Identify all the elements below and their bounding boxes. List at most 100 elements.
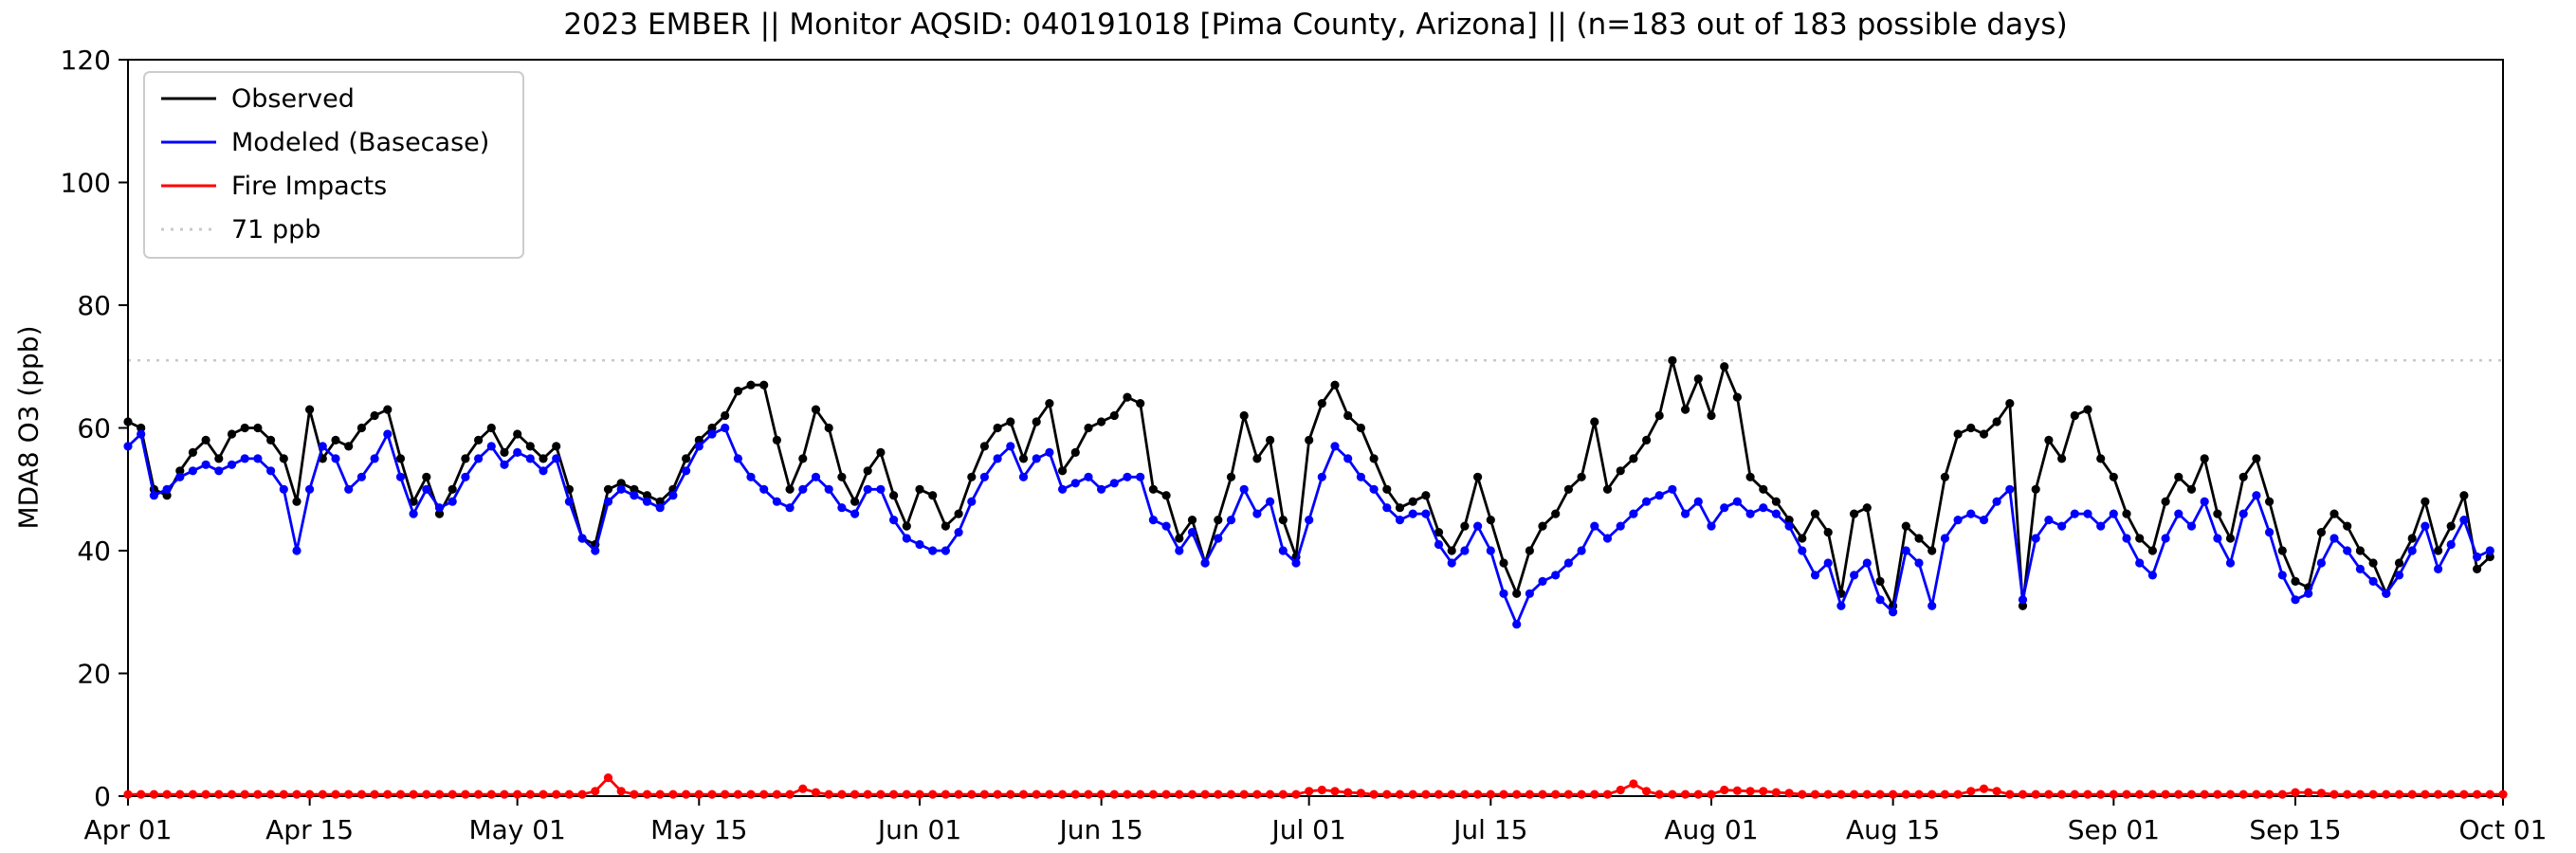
y-tick-label: 120 xyxy=(61,45,111,76)
data-point-modeled-basecase xyxy=(513,447,522,457)
data-point-observed xyxy=(2394,558,2404,568)
data-point-modeled-basecase xyxy=(1070,479,1080,488)
data-point-modeled-basecase xyxy=(1590,521,1599,531)
data-point-modeled-basecase xyxy=(2252,491,2261,500)
data-point-modeled-basecase xyxy=(577,534,587,543)
data-point-observed xyxy=(2368,558,2378,568)
data-point-modeled-basecase xyxy=(1473,521,1483,531)
data-point-modeled-basecase xyxy=(2329,534,2339,543)
data-point-fire-impacts xyxy=(603,773,613,783)
data-point-modeled-basecase xyxy=(1875,595,1885,605)
data-point-fire-impacts xyxy=(1732,786,1742,795)
data-point-fire-impacts xyxy=(707,789,717,799)
data-point-modeled-basecase xyxy=(1266,497,1275,506)
data-point-modeled-basecase xyxy=(642,497,652,506)
data-point-observed xyxy=(1992,417,2001,426)
data-point-fire-impacts xyxy=(798,784,808,793)
data-point-fire-impacts xyxy=(2355,789,2365,799)
data-point-fire-impacts xyxy=(694,789,703,799)
data-point-fire-impacts xyxy=(2005,789,2015,799)
data-point-observed xyxy=(1214,516,1223,525)
data-point-fire-impacts xyxy=(1226,789,1236,799)
data-point-fire-impacts xyxy=(1148,789,1158,799)
data-point-fire-impacts xyxy=(513,789,522,799)
data-point-fire-impacts xyxy=(1161,789,1171,799)
data-point-fire-impacts xyxy=(1109,789,1119,799)
data-point-observed xyxy=(824,423,833,433)
data-point-observed xyxy=(941,521,951,531)
data-point-observed xyxy=(1161,491,1171,500)
data-point-modeled-basecase xyxy=(1992,497,2001,506)
data-point-fire-impacts xyxy=(474,789,484,799)
data-point-fire-impacts xyxy=(1563,789,1573,799)
data-point-modeled-basecase xyxy=(993,454,1002,463)
data-point-observed xyxy=(1006,417,1015,426)
data-point-observed xyxy=(694,435,703,445)
data-point-modeled-basecase xyxy=(2225,558,2236,568)
data-point-fire-impacts xyxy=(1875,789,1885,799)
data-point-observed xyxy=(2174,472,2183,481)
data-point-modeled-basecase xyxy=(979,472,989,481)
data-point-observed xyxy=(1317,399,1326,408)
data-point-fire-impacts xyxy=(954,789,963,799)
data-point-modeled-basecase xyxy=(123,442,133,451)
data-point-fire-impacts xyxy=(1097,789,1106,799)
data-point-fire-impacts xyxy=(1473,789,1483,799)
data-point-modeled-basecase xyxy=(1214,534,1223,543)
data-point-modeled-basecase xyxy=(668,491,678,500)
data-point-modeled-basecase xyxy=(1408,509,1417,518)
data-point-observed xyxy=(1032,417,1041,426)
data-point-fire-impacts xyxy=(1058,789,1068,799)
data-point-modeled-basecase xyxy=(214,466,224,476)
data-point-fire-impacts xyxy=(2186,789,2197,799)
data-point-modeled-basecase xyxy=(2382,589,2391,598)
data-point-fire-impacts xyxy=(1252,789,1262,799)
data-point-fire-impacts xyxy=(552,789,561,799)
data-point-modeled-basecase xyxy=(1460,546,1470,555)
data-point-fire-impacts xyxy=(1499,789,1508,799)
data-point-modeled-basecase xyxy=(682,466,691,476)
data-point-modeled-basecase xyxy=(1681,509,1690,518)
data-point-fire-impacts xyxy=(279,789,288,799)
data-point-fire-impacts xyxy=(1551,789,1561,799)
data-point-observed xyxy=(1914,534,1924,543)
data-point-modeled-basecase xyxy=(616,484,626,494)
data-point-modeled-basecase xyxy=(1759,503,1768,513)
data-point-observed xyxy=(2109,472,2118,481)
data-point-observed xyxy=(513,429,522,439)
data-point-fire-impacts xyxy=(2277,789,2287,799)
data-point-modeled-basecase xyxy=(772,497,782,506)
data-point-observed xyxy=(2343,521,2352,531)
data-point-fire-impacts xyxy=(1187,789,1197,799)
data-point-modeled-basecase xyxy=(2057,521,2067,531)
data-point-modeled-basecase xyxy=(1395,516,1405,525)
data-point-fire-impacts xyxy=(772,789,782,799)
data-point-fire-impacts xyxy=(2407,789,2417,799)
data-point-modeled-basecase xyxy=(1421,509,1431,518)
data-point-observed xyxy=(2083,405,2092,414)
data-point-observed xyxy=(1187,516,1197,525)
data-point-modeled-basecase xyxy=(461,472,470,481)
x-tick-label: Oct 01 xyxy=(2459,814,2548,845)
data-point-modeled-basecase xyxy=(2238,509,2248,518)
data-point-observed xyxy=(707,423,717,433)
data-point-modeled-basecase xyxy=(383,429,393,439)
data-point-observed xyxy=(876,447,886,457)
data-point-modeled-basecase xyxy=(305,484,315,494)
data-point-modeled-basecase xyxy=(539,466,548,476)
data-point-modeled-basecase xyxy=(1693,497,1703,506)
data-point-modeled-basecase xyxy=(889,516,899,525)
data-point-observed xyxy=(2459,491,2469,500)
data-point-fire-impacts xyxy=(448,789,457,799)
data-point-fire-impacts xyxy=(1810,789,1820,799)
x-tick-label: May 15 xyxy=(650,814,747,845)
data-point-modeled-basecase xyxy=(694,442,703,451)
data-point-observed xyxy=(1408,497,1417,506)
data-point-fire-impacts xyxy=(1175,789,1184,799)
data-point-observed xyxy=(1486,516,1495,525)
data-point-observed xyxy=(344,442,354,451)
data-point-fire-impacts xyxy=(1369,789,1379,799)
data-point-fire-impacts xyxy=(461,789,470,799)
data-point-modeled-basecase xyxy=(1629,509,1638,518)
data-point-fire-impacts xyxy=(564,789,575,799)
